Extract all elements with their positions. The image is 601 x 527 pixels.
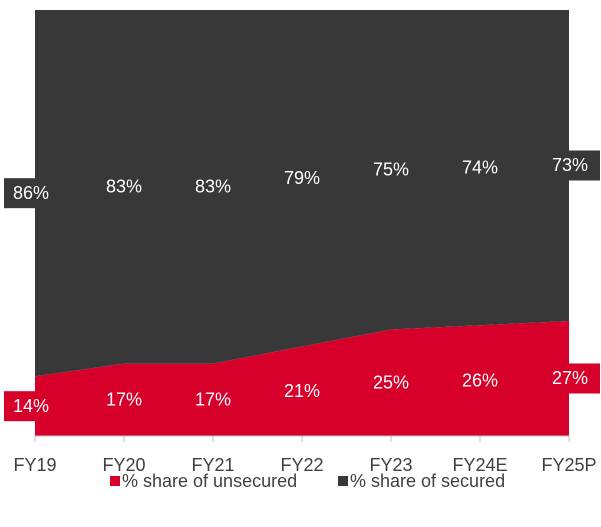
data-label: 17% <box>195 390 231 410</box>
data-label: 86% <box>13 183 49 203</box>
data-label: 14% <box>13 396 49 416</box>
data-label: 79% <box>284 168 320 188</box>
x-tick-label: FY24E <box>452 455 507 475</box>
area <box>35 320 569 436</box>
area <box>35 10 569 377</box>
x-tick-label: FY20 <box>102 455 145 475</box>
data-label: 74% <box>462 157 498 177</box>
label-box <box>4 391 58 422</box>
x-tick-label: FY25P <box>541 455 596 475</box>
label-box <box>4 178 58 209</box>
legend-label: % share of secured <box>350 471 505 491</box>
legend-swatch <box>338 476 348 486</box>
x-tick-label: FY21 <box>191 455 234 475</box>
data-label: 21% <box>284 381 320 401</box>
label-box <box>540 363 600 394</box>
data-label: 83% <box>195 177 231 197</box>
data-label: 75% <box>373 160 409 180</box>
data-label: 27% <box>552 368 588 388</box>
data-label: 26% <box>462 370 498 390</box>
legend-swatch <box>110 476 120 486</box>
data-label: 83% <box>106 177 142 197</box>
x-tick-label: FY23 <box>369 455 412 475</box>
data-label: 73% <box>552 155 588 175</box>
data-label: 25% <box>373 373 409 393</box>
legend-label: % share of unsecured <box>122 471 297 491</box>
data-label: 17% <box>106 390 142 410</box>
label-box <box>540 150 600 181</box>
x-tick-label: FY19 <box>13 455 56 475</box>
x-tick-label: FY22 <box>280 455 323 475</box>
